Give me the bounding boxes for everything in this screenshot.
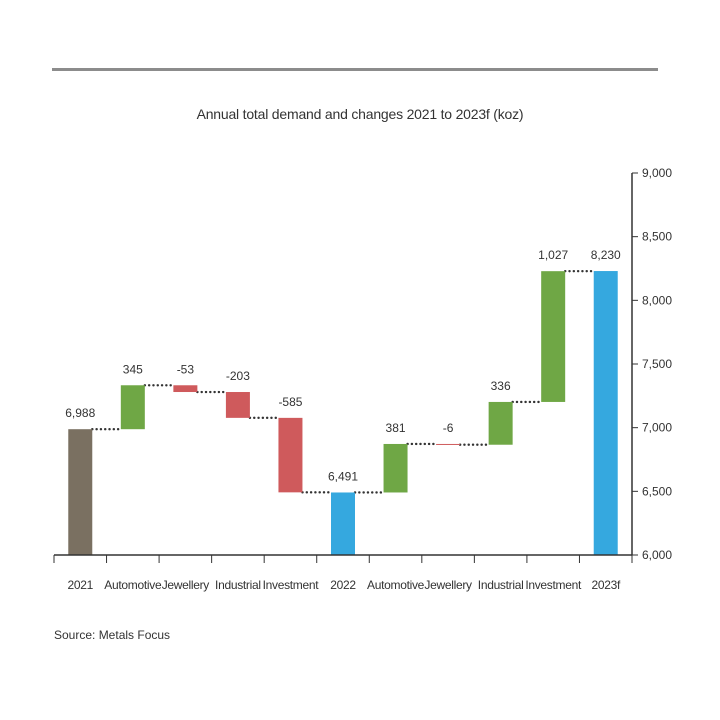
data-label: -585: [278, 395, 302, 409]
y-tick-label: 9,000: [642, 166, 672, 180]
data-label: 6,988: [65, 406, 95, 420]
x-tick-label: Industrial: [478, 578, 524, 592]
x-tick-label: Jewellery: [424, 578, 472, 592]
y-tick-label: 7,500: [642, 357, 672, 371]
x-tick-label: 2023f: [591, 578, 620, 592]
x-tick-label: 2022: [330, 578, 356, 592]
data-label: -53: [177, 362, 195, 376]
bar-automotive: [120, 385, 145, 430]
bar-industrial: [488, 401, 513, 445]
y-tick-label: 6,500: [642, 484, 672, 498]
data-label: 8,230: [591, 248, 621, 262]
bar-investment: [278, 417, 303, 493]
data-label: 1,027: [538, 248, 568, 262]
data-label: -203: [226, 369, 250, 383]
x-tick-label: 2021: [68, 578, 94, 592]
data-label: 345: [123, 362, 143, 376]
x-tick-label: Automotive: [104, 578, 162, 592]
y-tick-label: 8,000: [642, 293, 672, 307]
chart-title: Annual total demand and changes 2021 to …: [196, 106, 524, 122]
source-note: Source: Metals Focus: [54, 628, 171, 642]
data-label: 381: [386, 421, 406, 435]
y-tick-label: 6,000: [642, 548, 672, 562]
bar-2023f: [593, 271, 618, 555]
bar-industrial: [225, 392, 250, 418]
bar-investment: [541, 271, 566, 402]
bar-jewellery: [436, 443, 461, 445]
x-tick-label: Industrial: [215, 578, 261, 592]
bar-automotive: [383, 443, 408, 493]
y-tick-label: 7,000: [642, 421, 672, 435]
bar-jewellery: [173, 385, 198, 393]
bar-2022: [331, 492, 355, 555]
bar-2021: [68, 429, 93, 555]
data-label: 6,491: [328, 469, 358, 483]
x-tick-label: Investment: [263, 578, 320, 592]
y-tick-label: 8,500: [642, 230, 672, 244]
data-label: 336: [491, 379, 511, 393]
x-tick-label: Jewellery: [162, 578, 210, 592]
data-label: -6: [443, 421, 454, 435]
x-tick-label: Investment: [525, 578, 582, 592]
top-rule: [52, 68, 658, 71]
x-tick-label: Automotive: [367, 578, 425, 592]
